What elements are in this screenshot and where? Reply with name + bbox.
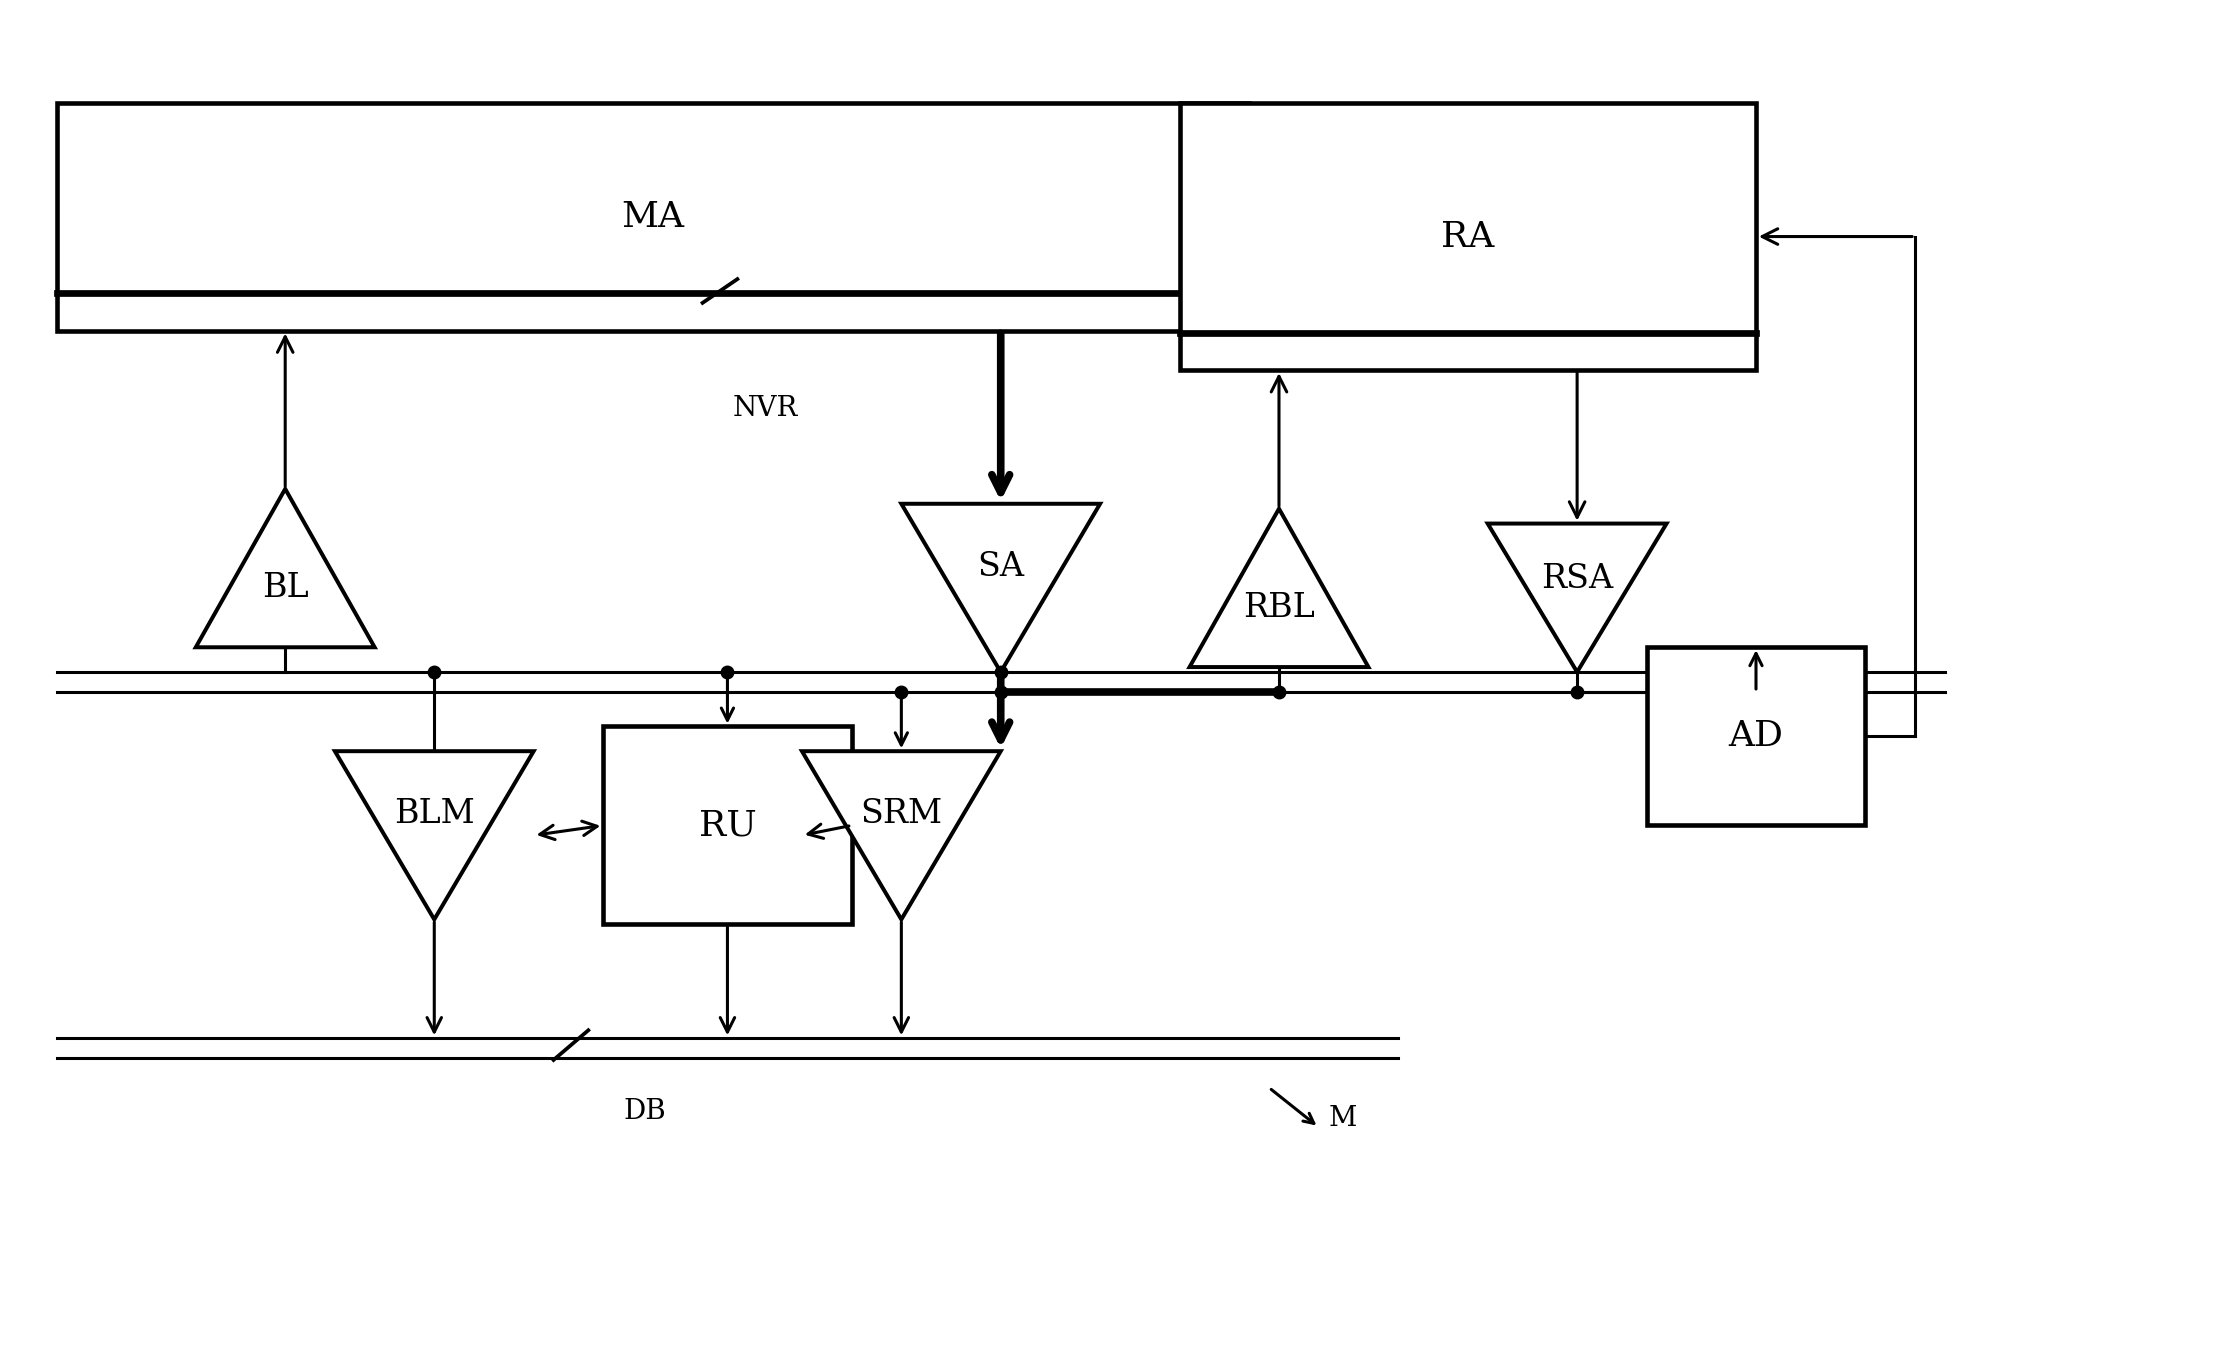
Polygon shape	[335, 752, 534, 920]
Polygon shape	[902, 504, 1101, 672]
Text: RSA: RSA	[1541, 563, 1612, 595]
Polygon shape	[802, 752, 1000, 920]
Polygon shape	[1487, 524, 1666, 672]
Text: NVR: NVR	[732, 395, 797, 422]
Text: RA: RA	[1440, 220, 1494, 253]
Text: RBL: RBL	[1244, 591, 1315, 624]
Bar	[603, 726, 851, 924]
Text: BLM: BLM	[393, 799, 476, 830]
Bar	[56, 102, 1248, 330]
Bar	[1179, 102, 1755, 370]
Text: BL: BL	[261, 572, 308, 603]
Text: SRM: SRM	[860, 799, 942, 830]
Bar	[1646, 648, 1865, 826]
Text: AD: AD	[1728, 719, 1784, 753]
Text: MA: MA	[621, 199, 683, 234]
Text: M: M	[1329, 1106, 1358, 1133]
Text: DB: DB	[623, 1098, 665, 1125]
Text: SA: SA	[978, 551, 1025, 583]
Polygon shape	[1190, 509, 1369, 667]
Text: RU: RU	[699, 808, 757, 842]
Polygon shape	[197, 489, 375, 648]
